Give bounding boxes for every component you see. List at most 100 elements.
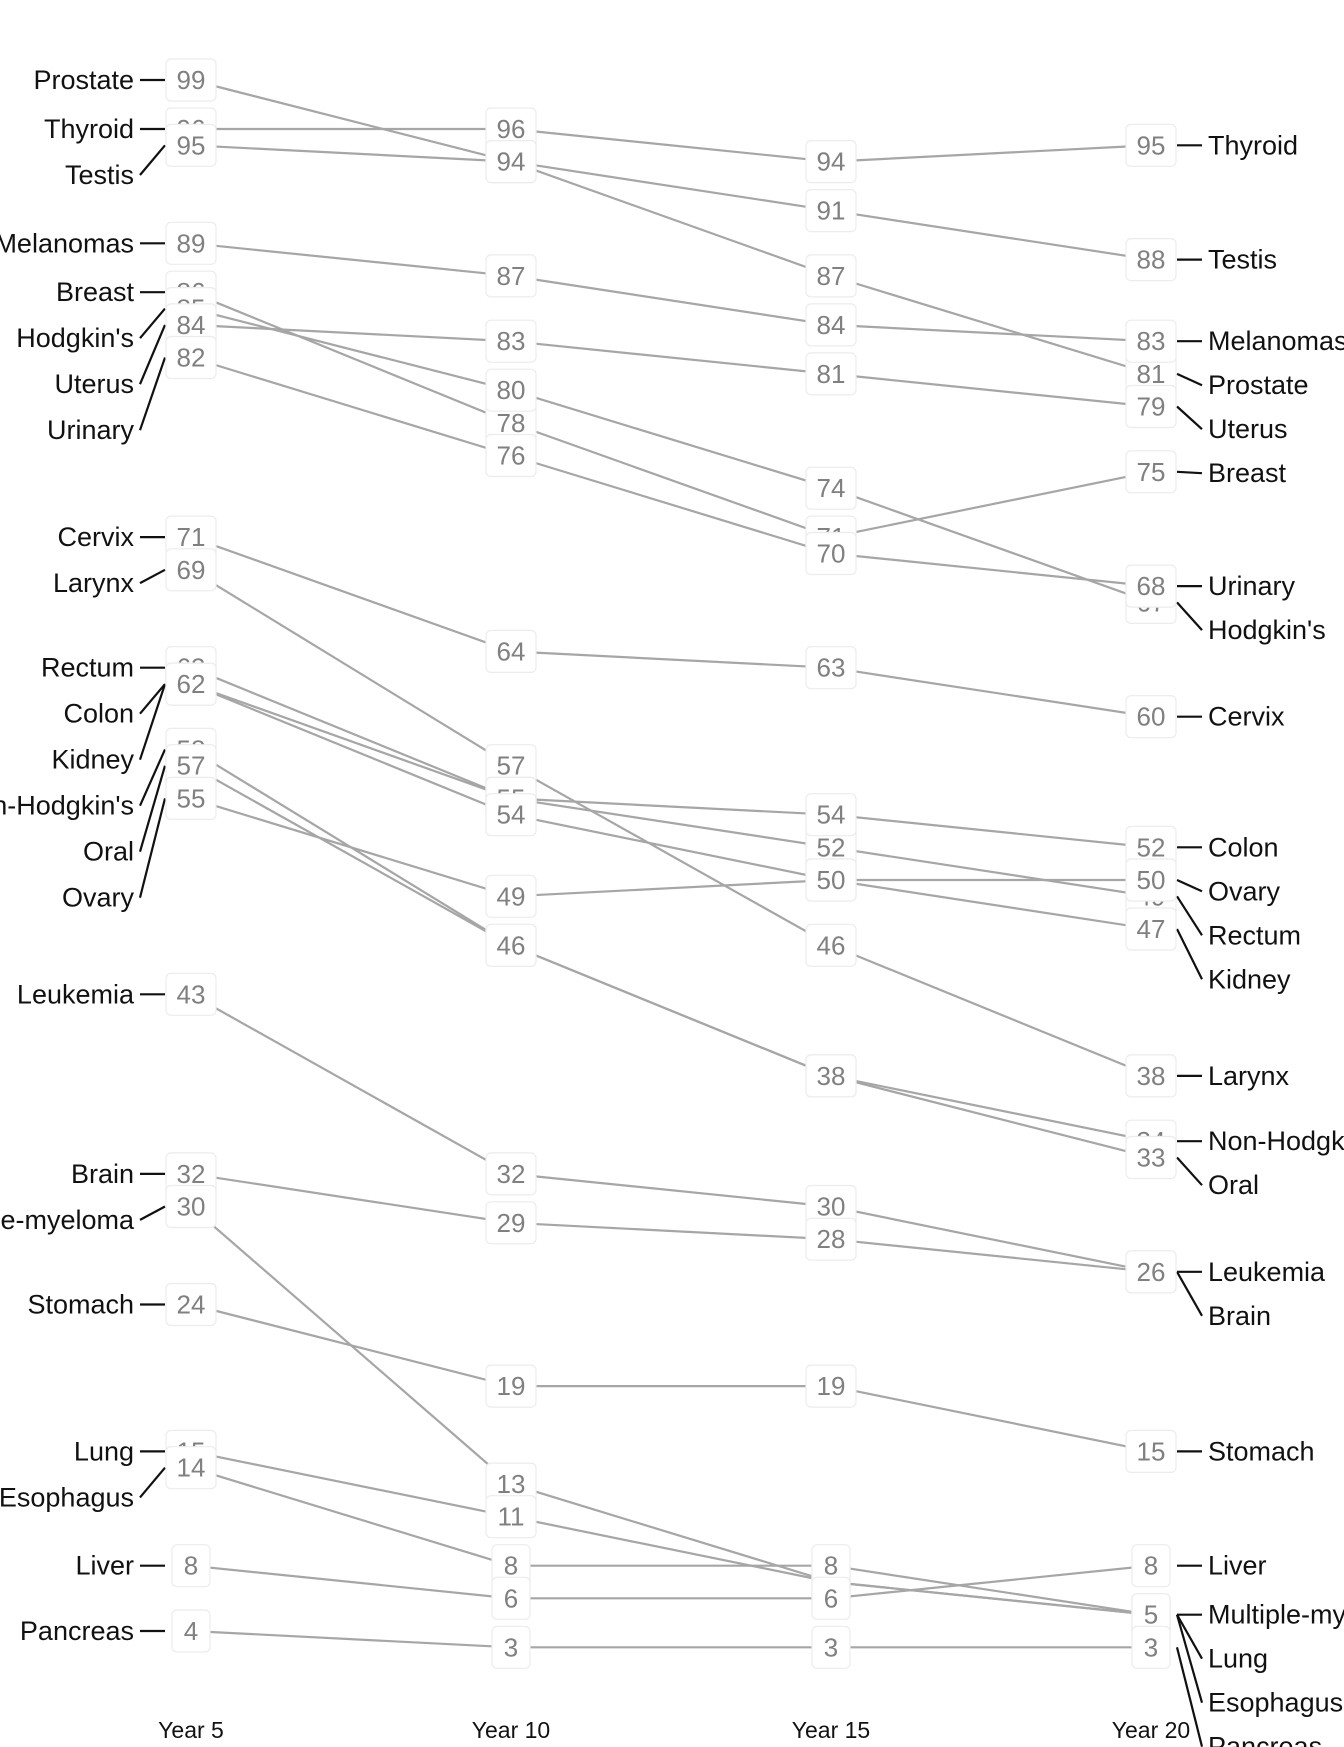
- value-text: 3: [824, 1632, 838, 1662]
- series-label-left-thyroid: Thyroid: [44, 114, 165, 144]
- series-name: Prostate: [1208, 370, 1309, 400]
- x-tick-label-year-20: Year 20: [1112, 1717, 1190, 1743]
- series-line-oral: [190, 764, 1152, 1159]
- series-line-leukemia: [190, 993, 1152, 1273]
- value-box: [805, 189, 857, 233]
- value-box: [485, 254, 537, 298]
- series-name: Pancreas: [1208, 1732, 1322, 1747]
- value-box: [165, 662, 217, 706]
- value-text: 3: [504, 1632, 518, 1662]
- value-text: 71: [177, 522, 206, 552]
- series-line-colon: [190, 683, 1152, 849]
- series-label-right-non-hodgkin-s: Non-Hodgkin's: [1177, 1126, 1344, 1156]
- series-line-kidney: [190, 683, 1152, 931]
- value-text: 95: [177, 130, 206, 160]
- value-label-testis-year-20: 88: [1125, 238, 1177, 282]
- value-box: [805, 352, 857, 396]
- series-line-breast: [190, 291, 1152, 539]
- value-text: 19: [817, 1371, 846, 1401]
- value-text: 8: [504, 1551, 518, 1581]
- leader-line: [139, 307, 166, 339]
- value-label-pancreas-year-20: 3: [1131, 1625, 1171, 1669]
- value-label-kidney-year-20: 47: [1125, 907, 1177, 951]
- leader-line: [1176, 601, 1203, 631]
- series-label-left-pancreas: Pancreas: [20, 1616, 165, 1646]
- value-text: 29: [497, 1208, 526, 1238]
- series-line-urinary: [190, 356, 1152, 588]
- value-label-cervix-year-20: 60: [1125, 695, 1177, 739]
- value-box: [805, 1364, 857, 1408]
- value-label-testis-year-10: 94: [485, 140, 537, 184]
- value-box: [485, 319, 537, 363]
- series-name: Cervix: [1208, 702, 1285, 732]
- value-label-oral-year-15: 38: [805, 1054, 857, 1098]
- series-label-left-colon: Colon: [63, 683, 166, 729]
- value-label-liver-year-20: 8: [1131, 1544, 1171, 1588]
- value-label-melanomas-year-10: 87: [485, 254, 537, 298]
- value-box: [171, 1609, 211, 1653]
- series-line-melanomas: [190, 242, 1152, 343]
- value-text: 32: [497, 1159, 526, 1189]
- series-label-left-uterus: Uterus: [54, 324, 167, 399]
- value-text: 74: [817, 473, 846, 503]
- value-text: 4: [184, 1616, 198, 1646]
- series-label-left-rectum: Rectum: [41, 653, 165, 683]
- value-text: 50: [1137, 865, 1166, 895]
- value-box: [165, 548, 217, 592]
- leader-line: [1176, 470, 1203, 475]
- series-line-liver: [190, 1564, 1152, 1600]
- series-name: Leukemia: [1208, 1257, 1326, 1287]
- value-label-esophagus-year-15: 8: [811, 1544, 851, 1588]
- value-box: [165, 123, 217, 167]
- series-label-right-testis: Testis: [1177, 245, 1277, 275]
- series-line-rectum: [190, 666, 1152, 898]
- leader-line: [1176, 1156, 1203, 1186]
- series-name: Oral: [1208, 1170, 1259, 1200]
- value-text: 33: [1137, 1143, 1166, 1173]
- value-box: [1125, 1135, 1177, 1180]
- value-box: [805, 1054, 857, 1098]
- leader-line: [1176, 372, 1203, 387]
- series-name: Larynx: [1208, 1061, 1290, 1091]
- value-text: 75: [1137, 457, 1166, 487]
- value-text: 68: [1137, 571, 1166, 601]
- series-name: Lung: [1208, 1644, 1268, 1674]
- value-box: [165, 776, 217, 821]
- series-label-left-esophagus: Esophagus: [0, 1466, 166, 1512]
- series-name: Pancreas: [20, 1616, 134, 1646]
- series-lines: [190, 78, 1152, 1649]
- value-box: [165, 972, 217, 1016]
- value-text: 46: [497, 930, 526, 960]
- value-box: [1125, 1429, 1177, 1474]
- value-text: 70: [817, 539, 846, 569]
- series-name: Prostate: [33, 65, 134, 95]
- value-box: [165, 1446, 217, 1490]
- value-text: 28: [817, 1224, 846, 1254]
- value-text: 54: [497, 800, 526, 830]
- value-text: 43: [177, 979, 206, 1009]
- value-text: 60: [1137, 702, 1166, 732]
- value-text: 6: [504, 1583, 518, 1613]
- series-name: Melanomas: [1208, 326, 1344, 356]
- value-label-esophagus-year-20: 5: [1131, 1593, 1171, 1637]
- series-line-stomach: [190, 1303, 1152, 1453]
- value-text: 30: [817, 1192, 846, 1222]
- value-text: 3: [1144, 1632, 1158, 1662]
- value-box: [1125, 1054, 1177, 1098]
- value-text: 8: [1144, 1551, 1158, 1581]
- value-text: 52: [1137, 832, 1166, 862]
- value-label-brain-year-10: 29: [485, 1201, 537, 1245]
- value-box: [1131, 1544, 1171, 1588]
- series-name: Non-Hodgkin's: [1208, 1126, 1344, 1156]
- value-text: 91: [817, 196, 846, 226]
- value-text: 84: [817, 310, 846, 340]
- series-name: Uterus: [1208, 414, 1288, 444]
- series-label-left-ovary: Ovary: [62, 798, 167, 913]
- value-labels: 9994878196969495959491888987848386787175…: [165, 58, 1177, 1669]
- value-box: [165, 221, 217, 265]
- series-label-right-larynx: Larynx: [1177, 1061, 1290, 1091]
- series-label-right-brain: Brain: [1176, 1271, 1271, 1331]
- x-tick-label-year-15: Year 15: [792, 1717, 870, 1743]
- series-name: Stomach: [1208, 1436, 1315, 1466]
- series-line-esophagus: [190, 1466, 1152, 1616]
